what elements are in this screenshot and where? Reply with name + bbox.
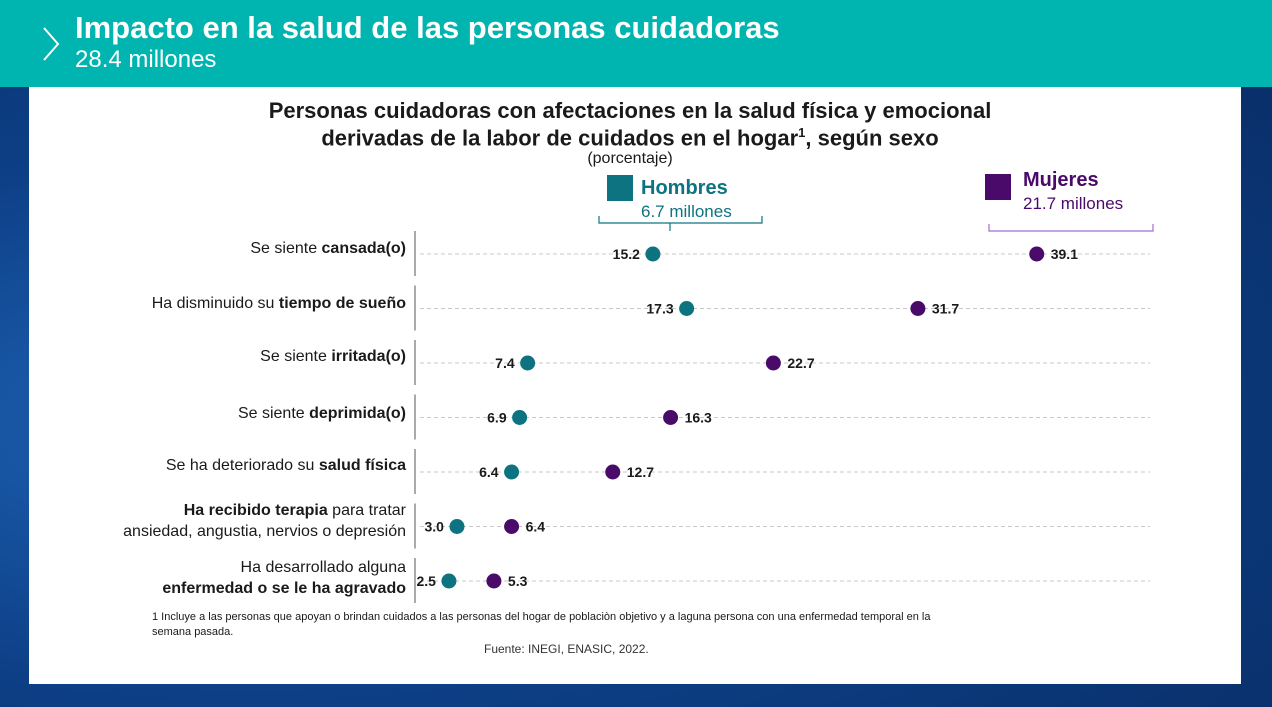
row-label-enfermedad: Ha desarrollado alguna enfermedad o se le…	[162, 559, 406, 597]
label-mujeres-salud-fisica: 12.7	[627, 464, 654, 480]
legend-mujeres-swatch	[985, 174, 1011, 200]
dot-hombres-enfermedad	[441, 573, 457, 589]
chevron-right-icon	[43, 27, 60, 61]
source: Fuente: INEGI, ENASIC, 2022.	[484, 642, 649, 656]
label-hombres-irritada: 7.4	[495, 355, 515, 371]
dot-mujeres-enfermedad	[486, 573, 502, 589]
dot-mujeres-irritada	[765, 355, 781, 371]
label-hombres-deprimida: 6.9	[487, 410, 507, 426]
label-mujeres-deprimida: 16.3	[685, 410, 712, 426]
label-hombres-cansada: 15.2	[613, 246, 640, 262]
dot-hombres-sueno	[679, 301, 695, 316]
row-label-cansada: Se siente cansada(o)	[250, 240, 406, 257]
chart-title-line2: derivadas de la labor de cuidados en el …	[321, 125, 939, 151]
dot-mujeres-salud-fisica	[605, 464, 621, 480]
header-banner: Impacto en la salud de las personas cuid…	[0, 0, 1272, 87]
legend-mujeres-label: Mujeres	[1023, 169, 1099, 191]
label-mujeres-cansada: 39.1	[1051, 246, 1078, 262]
legend-hombres-bracket	[598, 216, 763, 224]
row-label-salud-fisica: Se ha deteriorado su salud física	[165, 457, 406, 474]
dot-hombres-deprimida	[512, 410, 528, 425]
legend-hombres-swatch	[607, 175, 633, 201]
label-mujeres-terapia: 6.4	[526, 519, 546, 535]
page-subtitle: 28.4 millones	[75, 46, 217, 73]
dot-hombres-cansada	[645, 246, 661, 262]
row-label-terapia: Ha recibido terapia para tratar ansiedad,…	[123, 502, 406, 540]
label-mujeres-enfermedad: 5.3	[508, 573, 528, 589]
footnote-marker: 1	[798, 125, 806, 140]
dot-mujeres-sueno	[910, 301, 926, 316]
label-hombres-sueno: 17.3	[646, 301, 673, 317]
dot-mujeres-cansada	[1029, 246, 1045, 262]
footnote: 1 Incluye a las personas que apoyan o br…	[152, 611, 931, 638]
legend-mujeres-bracket	[988, 224, 1154, 232]
chart-title-line1: Personas cuidadoras con afectaciones en …	[268, 98, 992, 123]
dot-mujeres-terapia	[504, 519, 520, 534]
dot-hombres-terapia	[449, 519, 465, 534]
page-title: Impacto en la salud de las personas cuid…	[75, 10, 780, 45]
label-mujeres-sueno: 31.7	[932, 301, 959, 317]
label-hombres-terapia: 3.0	[425, 519, 445, 535]
row-label-irritada: Se siente irritada(o)	[260, 348, 406, 365]
row-label-deprimida: Se siente deprimida(o)	[237, 405, 406, 422]
chart-unit: (porcentaje)	[587, 150, 673, 167]
dot-mujeres-deprimida	[663, 410, 679, 425]
chart-card	[29, 87, 1241, 684]
dot-hombres-salud-fisica	[504, 464, 520, 480]
label-mujeres-irritada: 22.7	[787, 355, 814, 371]
legend-hombres-label: Hombres	[641, 177, 728, 199]
legend-hombres-total: 6.7 millones	[641, 202, 732, 221]
legend-mujeres-total: 21.7 millones	[1023, 194, 1124, 213]
row-label-sueno: Ha disminuido su tiempo de sueño	[151, 295, 406, 312]
dot-hombres-irritada	[520, 355, 536, 371]
label-hombres-salud-fisica: 6.4	[479, 464, 499, 480]
label-hombres-enfermedad: 2.5	[416, 573, 436, 589]
